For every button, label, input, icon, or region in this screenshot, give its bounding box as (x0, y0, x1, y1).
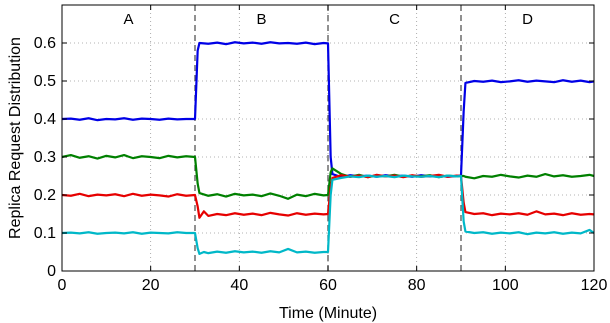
x-tick-label: 60 (319, 277, 337, 294)
x-tick-label: 0 (58, 277, 67, 294)
y-tick-label: 0.2 (34, 187, 56, 204)
x-tick-label: 120 (581, 277, 608, 294)
x-tick-label: 40 (230, 277, 248, 294)
y-tick-label: 0.4 (34, 111, 56, 128)
y-tick-label: 0.6 (34, 35, 56, 52)
phase-labels: A B C D (123, 11, 533, 28)
y-axis-label: Replica Request Distribution (7, 37, 24, 239)
x-tick-label: 20 (142, 277, 160, 294)
x-axis-label: Time (Minute) (279, 305, 377, 322)
x-tick-label: 100 (492, 277, 519, 294)
y-tick-label: 0 (47, 263, 56, 280)
series-lines (61, 41, 595, 255)
series-line-4 (61, 174, 595, 255)
y-tick-label: 0.3 (34, 149, 56, 166)
y-tick-label: 0.5 (34, 73, 56, 90)
phase-label-d: D (522, 11, 533, 28)
phase-label-a: A (123, 11, 133, 28)
series-line-2 (61, 154, 595, 200)
y-tick-label: 0.1 (34, 225, 56, 242)
axis-ticks: 0 0.1 0.2 0.3 0.4 0.5 0.6 0 20 40 60 80 100 120 (34, 5, 608, 294)
phase-label-b: B (256, 11, 266, 28)
phase-label-c: C (389, 11, 400, 28)
x-tick-label: 80 (408, 277, 426, 294)
series-line-1 (61, 41, 595, 179)
